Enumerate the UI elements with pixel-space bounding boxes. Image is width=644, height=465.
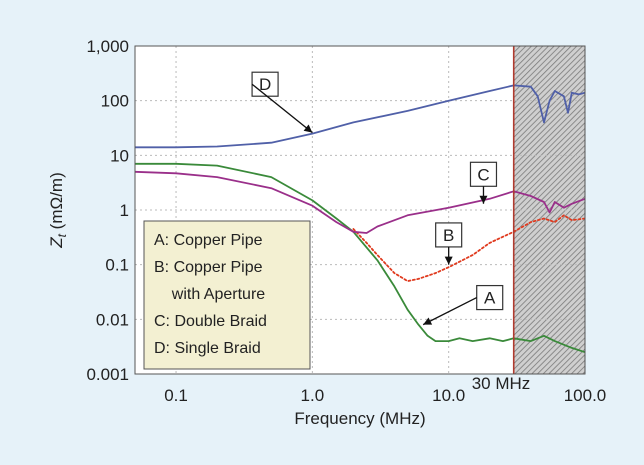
x-tick-label: 0.1	[164, 386, 188, 405]
y-tick-label: 100	[101, 92, 129, 111]
y-tick-label: 10	[110, 146, 129, 165]
callout-label-C: C	[477, 165, 489, 184]
y-tick-label: 1,000	[86, 37, 129, 56]
x-axis-label: Frequency (MHz)	[294, 409, 425, 428]
legend-line: with Aperture	[154, 286, 265, 303]
x-tick-label: 1.0	[301, 386, 325, 405]
y-tick-label: 0.001	[86, 365, 129, 384]
x-tick-label: 100.0	[564, 386, 607, 405]
legend-line: B: Copper Pipe	[154, 259, 263, 276]
legend-line: A: Copper Pipe	[154, 232, 263, 249]
legend-line: D: Single Braid	[154, 340, 261, 357]
y-tick-label: 0.01	[96, 310, 129, 329]
marker-label: 30 MHz	[472, 374, 531, 393]
y-tick-label: 1	[120, 201, 129, 220]
y-tick-label: 0.1	[105, 256, 129, 275]
shaded-region	[514, 46, 585, 374]
callout-label-B: B	[443, 226, 454, 245]
x-tick-label: 10.0	[432, 386, 465, 405]
y-axis-label: Zt (mΩ/m)	[47, 172, 69, 249]
legend-line: C: Double Braid	[154, 313, 267, 330]
y-axis-label-unit: (mΩ/m)	[47, 172, 66, 234]
legend: A: Copper Pipe B: Copper Pipe with Apertu…	[144, 221, 310, 369]
callout-label-A: A	[484, 289, 496, 308]
y-axis-label-z: Z	[47, 237, 66, 249]
